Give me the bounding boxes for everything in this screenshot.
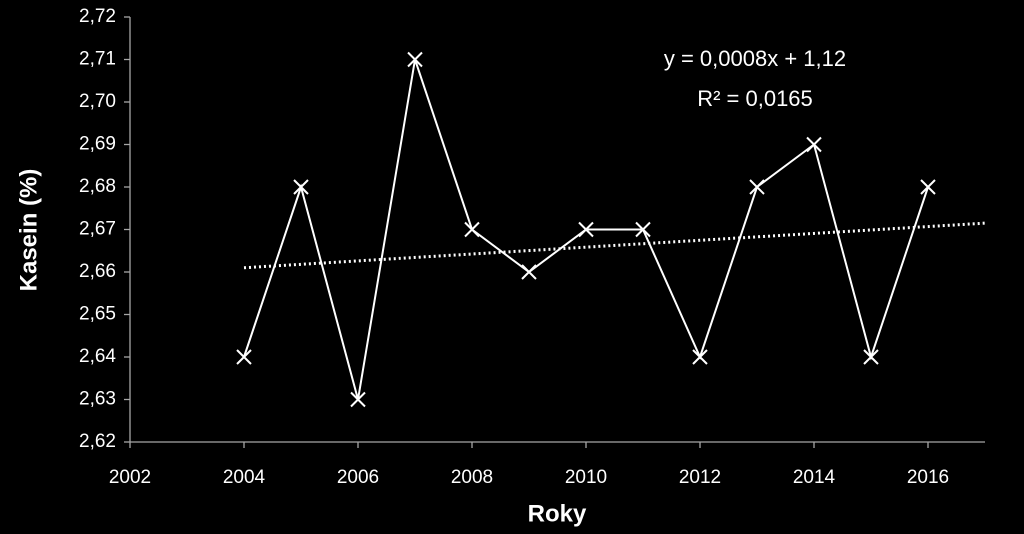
y-tick-label: 2,70 bbox=[79, 91, 116, 112]
x-tick-label: 2010 bbox=[565, 467, 607, 488]
x-tick-label: 2012 bbox=[679, 467, 721, 488]
x-tick-label: 2016 bbox=[907, 467, 949, 488]
y-tick-label: 2,64 bbox=[79, 346, 116, 367]
marker bbox=[236, 349, 252, 365]
x-tick-label: 2014 bbox=[793, 467, 836, 488]
y-axis-label: Kasein (%) bbox=[15, 169, 42, 292]
marker bbox=[920, 179, 936, 195]
marker bbox=[407, 51, 423, 68]
y-tick-label: 2,69 bbox=[79, 134, 116, 155]
x-tick-label: 2002 bbox=[109, 467, 151, 488]
marker bbox=[578, 221, 594, 238]
marker bbox=[635, 221, 651, 238]
x-tick-label: 2006 bbox=[337, 467, 379, 488]
marker bbox=[806, 136, 822, 153]
x-tick-label: 2004 bbox=[223, 467, 266, 488]
x-axis-label: Roky bbox=[528, 500, 587, 527]
annotation: R² = 0,0165 bbox=[697, 86, 813, 111]
marker bbox=[521, 264, 537, 280]
y-tick-label: 2,66 bbox=[79, 261, 116, 282]
y-tick-label: 2,63 bbox=[79, 389, 116, 410]
y-tick-label: 2,68 bbox=[79, 176, 116, 197]
trendline bbox=[243, 221, 986, 270]
marker bbox=[692, 349, 708, 365]
y-tick-label: 2,62 bbox=[79, 431, 116, 452]
y-tick-label: 2,65 bbox=[79, 304, 116, 325]
y-tick-label: 2,72 bbox=[79, 6, 116, 27]
annotation: y = 0,0008x + 1,12 bbox=[664, 46, 846, 71]
marker bbox=[293, 179, 309, 195]
marker bbox=[749, 179, 765, 195]
y-tick-label: 2,67 bbox=[79, 219, 116, 240]
marker bbox=[464, 221, 480, 238]
x-tick-label: 2008 bbox=[451, 467, 493, 488]
marker bbox=[350, 391, 366, 408]
y-tick-label: 2,71 bbox=[79, 49, 116, 70]
marker bbox=[863, 349, 879, 365]
